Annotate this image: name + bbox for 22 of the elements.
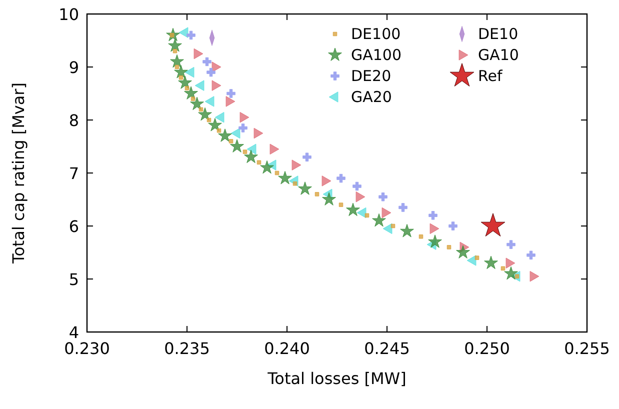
x-tick-label: 0.245 xyxy=(364,339,410,358)
legend-label: DE20 xyxy=(351,67,392,85)
y-tick-label: 4 xyxy=(68,323,79,342)
y-tick-label: 5 xyxy=(68,270,79,289)
legend-label: DE10 xyxy=(478,25,518,43)
legend-label: Ref xyxy=(478,67,503,85)
x-tick-label: 0.250 xyxy=(464,339,510,358)
x-tick-label: 0.230 xyxy=(64,339,110,358)
legend-label: GA100 xyxy=(351,46,402,64)
legend-label: GA10 xyxy=(478,46,519,64)
x-tick-label: 0.235 xyxy=(164,339,210,358)
legend-label: GA20 xyxy=(351,88,392,106)
y-axis-title: Total cap rating [Mvar] xyxy=(9,82,28,264)
legend-label: DE100 xyxy=(351,25,401,43)
y-tick-label: 7 xyxy=(68,164,79,183)
x-axis-title: Total losses [MW] xyxy=(266,369,406,388)
y-tick-label: 9 xyxy=(68,58,79,77)
y-tick-label: 6 xyxy=(68,217,79,236)
y-tick-label: 10 xyxy=(58,5,79,24)
x-tick-label: 0.255 xyxy=(564,339,610,358)
y-tick-label: 8 xyxy=(68,111,79,130)
x-tick-label: 0.240 xyxy=(264,339,310,358)
